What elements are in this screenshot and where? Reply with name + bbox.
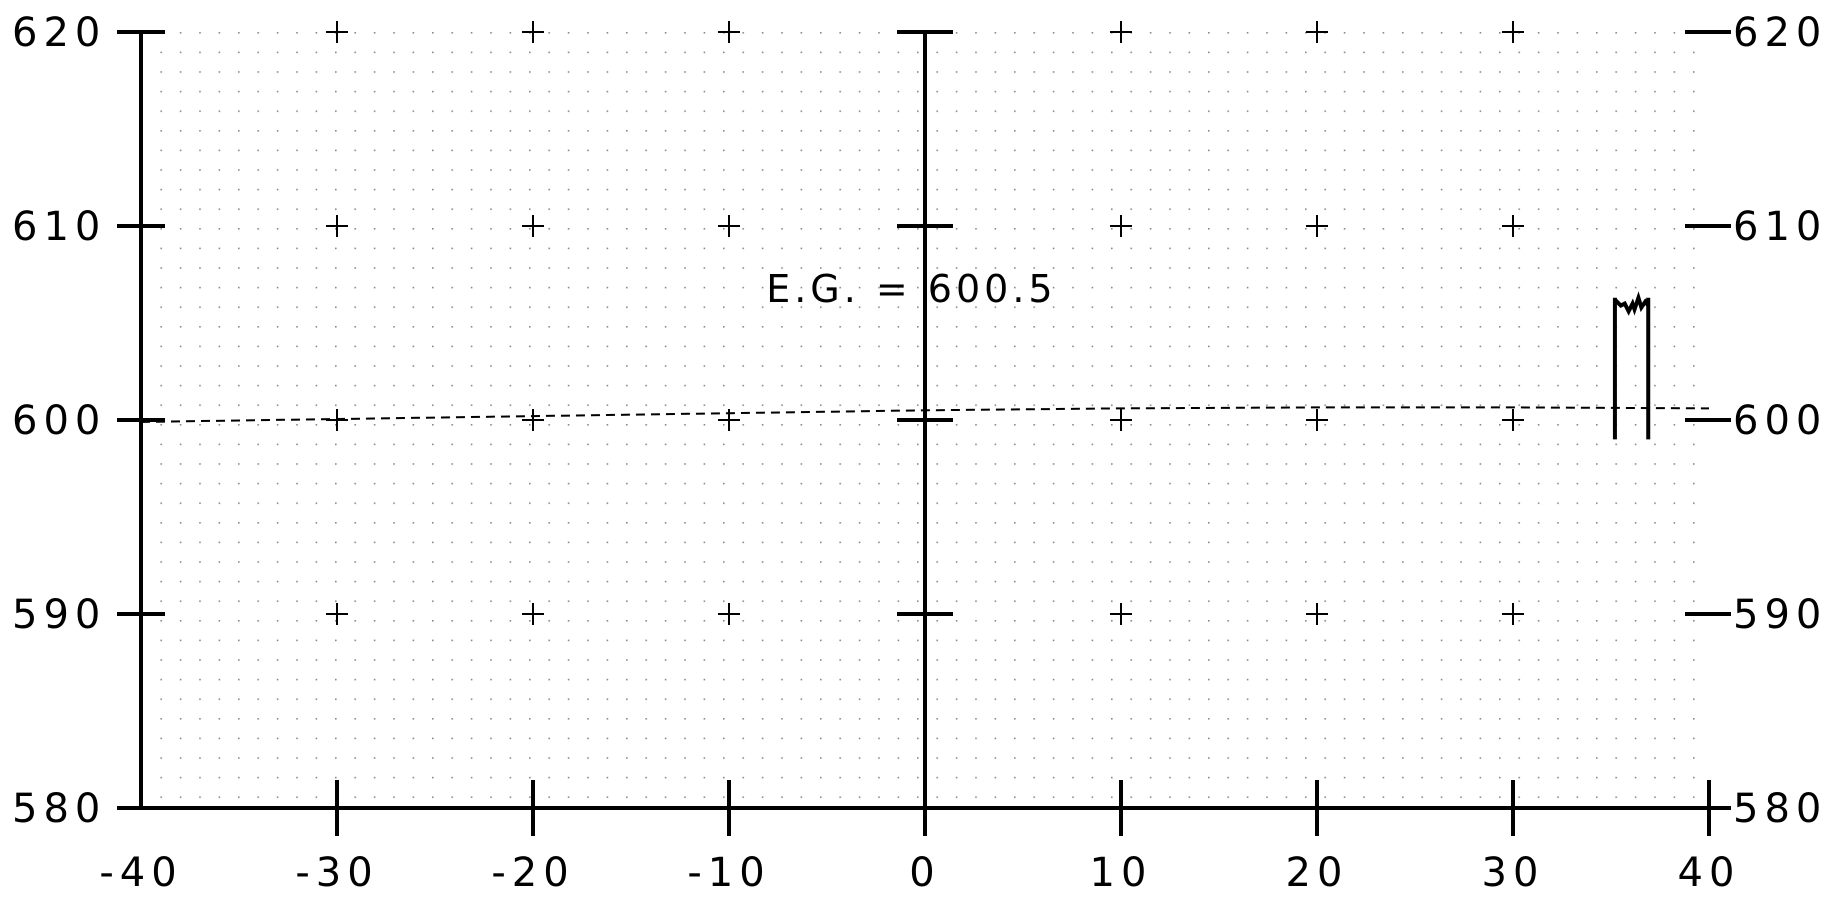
- eg-annotation: E.G. = 600.5: [766, 267, 1056, 311]
- y-tick-label-left: 580: [12, 786, 106, 832]
- x-tick-label: -30: [295, 850, 378, 896]
- x-tick-label: -10: [687, 850, 770, 896]
- y-tick-label-left: 600: [12, 398, 106, 444]
- series: [140, 406, 1710, 423]
- axes: [117, 21, 1731, 836]
- x-tick-label: 20: [1286, 850, 1349, 896]
- x-tick-label: -20: [491, 850, 574, 896]
- energy-grade-line: [140, 406, 1710, 423]
- x-tick-label: -40: [99, 850, 182, 896]
- y-tick-label-right: 590: [1733, 592, 1827, 638]
- x-tick-label: 30: [1482, 850, 1545, 896]
- x-tick-label: 0: [909, 850, 940, 896]
- y-tick-label-right: 600: [1733, 398, 1827, 444]
- y-tick-label-right: 620: [1733, 10, 1827, 56]
- y-tick-label-right: 610: [1733, 204, 1827, 250]
- y-tick-label-left: 610: [12, 204, 106, 250]
- y-tick-label-left: 590: [12, 592, 106, 638]
- structure-crest: [1613, 291, 1650, 316]
- structure: [1612, 291, 1651, 440]
- x-tick-label: 40: [1678, 850, 1741, 896]
- x-tick-label: 10: [1090, 850, 1153, 896]
- tick-labels: 580 580 590 590 600 600 610 610 620 620 -40 -30 -20 -…: [12, 10, 1827, 896]
- y-tick-label-right: 580: [1733, 786, 1827, 832]
- y-tick-label-left: 620: [12, 10, 106, 56]
